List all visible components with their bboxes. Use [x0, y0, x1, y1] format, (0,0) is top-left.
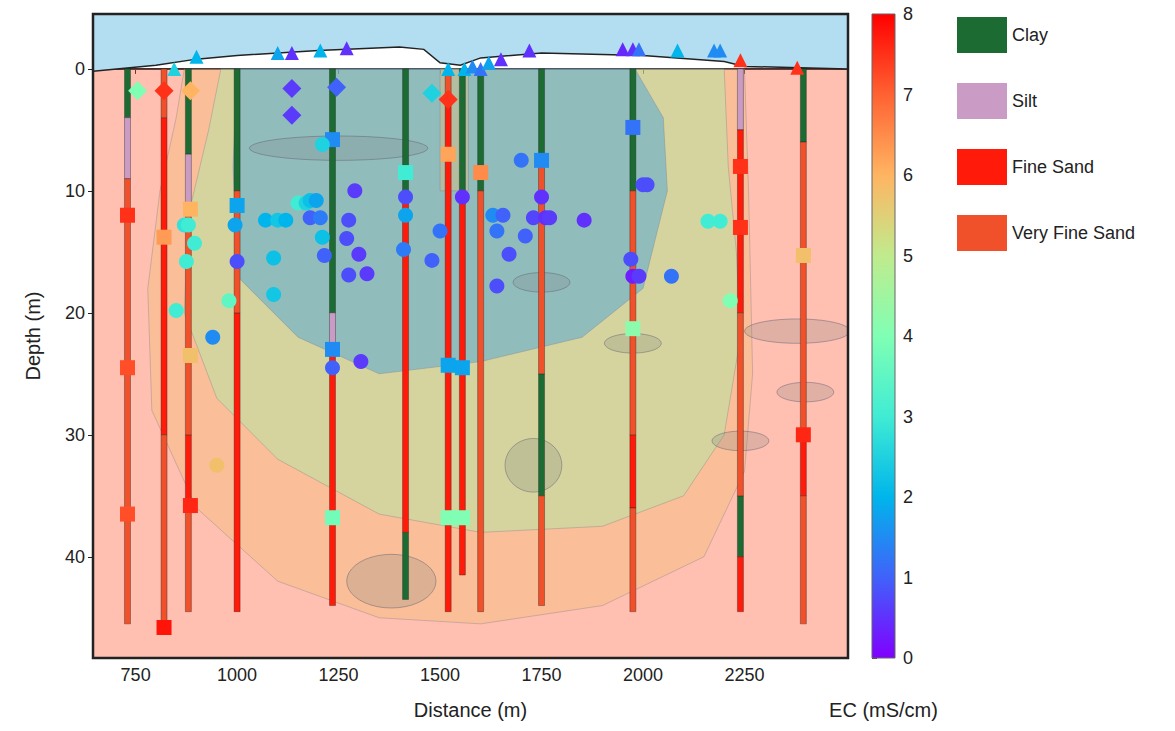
svg-text:1: 1	[903, 568, 913, 588]
svg-text:1750: 1750	[522, 665, 562, 685]
svg-text:Fine Sand: Fine Sand	[1012, 157, 1094, 177]
svg-text:8: 8	[903, 4, 913, 24]
svg-text:0: 0	[75, 59, 85, 79]
svg-text:Very Fine Sand: Very Fine Sand	[1012, 223, 1135, 243]
svg-text:1500: 1500	[420, 665, 460, 685]
svg-text:7: 7	[903, 85, 913, 105]
svg-text:1250: 1250	[319, 665, 359, 685]
svg-text:6: 6	[903, 165, 913, 185]
svg-text:Distance (m): Distance (m)	[414, 699, 527, 721]
svg-text:2250: 2250	[724, 665, 764, 685]
svg-text:40: 40	[65, 547, 85, 567]
svg-text:5: 5	[903, 246, 913, 266]
svg-text:3: 3	[903, 407, 913, 427]
svg-text:2000: 2000	[623, 665, 663, 685]
svg-text:750: 750	[121, 665, 151, 685]
svg-text:Clay: Clay	[1012, 25, 1048, 45]
svg-text:2: 2	[903, 487, 913, 507]
svg-text:30: 30	[65, 425, 85, 445]
svg-text:1000: 1000	[217, 665, 257, 685]
svg-text:Silt: Silt	[1012, 91, 1037, 111]
svg-text:0: 0	[903, 648, 913, 668]
svg-text:10: 10	[65, 181, 85, 201]
svg-text:20: 20	[65, 303, 85, 323]
svg-text:EC (mS/cm): EC (mS/cm)	[829, 699, 938, 721]
svg-text:4: 4	[903, 326, 913, 346]
svg-text:Depth (m): Depth (m)	[22, 292, 44, 381]
